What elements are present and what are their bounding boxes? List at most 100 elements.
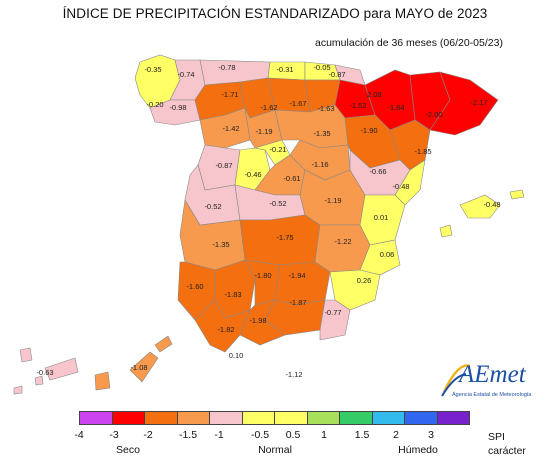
value-label: -0.52 xyxy=(269,199,286,208)
region-canary-hierro xyxy=(13,385,23,395)
legend-swatch xyxy=(437,412,469,424)
value-label: -1.62 xyxy=(260,103,277,112)
legend-tick: 2 xyxy=(393,429,399,441)
legend-tick: -2 xyxy=(143,429,153,441)
region-cadiz xyxy=(194,299,251,353)
region-soria xyxy=(274,104,349,149)
region-canary-west-1 xyxy=(19,347,33,363)
legend-swatch xyxy=(145,412,178,424)
region-canary-lanzarote xyxy=(154,335,173,353)
value-label: -0.63 xyxy=(36,368,53,377)
region-malaga xyxy=(239,299,286,346)
value-label: -1.90 xyxy=(360,126,377,135)
region-canary-gran-canaria xyxy=(94,371,111,391)
legend-tick: -1 xyxy=(214,429,224,441)
value-label: -2.17 xyxy=(470,98,487,107)
region-almeria xyxy=(319,299,351,341)
value-label: -1.42 xyxy=(222,124,239,133)
region-girona-barcelona xyxy=(429,71,499,136)
value-label: -0.21 xyxy=(269,145,286,154)
legend-tick: -0.5 xyxy=(250,429,270,441)
value-label: -1.22 xyxy=(334,237,351,246)
value-label: -1.16 xyxy=(311,160,328,169)
map-subtitle: acumulación de 36 meses (06/20-05/23) xyxy=(315,37,503,49)
value-label: -1.19 xyxy=(324,196,341,205)
value-label: -0.05 xyxy=(313,63,330,72)
value-label: -0.61 xyxy=(283,174,300,183)
region-sevilla xyxy=(214,259,256,319)
value-label: 0.06 xyxy=(380,250,395,259)
value-label: -0.66 xyxy=(369,167,386,176)
value-label: -1.60 xyxy=(186,282,203,291)
aemet-logo-subtitle: Agencia Estatal de Meteorología xyxy=(452,392,532,398)
value-label: -0.46 xyxy=(244,170,261,179)
value-label: -0.35 xyxy=(144,65,161,74)
legend-tick: 0.5 xyxy=(285,429,301,441)
value-label: -1.35 xyxy=(212,240,229,249)
value-label: -1.71 xyxy=(221,90,238,99)
legend-category-wet: Húmedo xyxy=(398,444,438,456)
value-label: -0.31 xyxy=(276,65,293,74)
aemet-logo-text: AEmet xyxy=(459,361,526,388)
legend-category-normal: Normal xyxy=(258,444,292,456)
region-canary-fuerteventura xyxy=(129,351,159,383)
legend-swatch xyxy=(405,412,438,424)
spain-spi-map: -0.35 -0.74 -0.78 -0.31 -0.05 -0.87 -0.2… xyxy=(13,54,525,395)
legend-swatch xyxy=(340,412,373,424)
legend-category-dry: Seco xyxy=(116,444,140,456)
legend-swatch xyxy=(372,412,405,424)
legend-tick: -3 xyxy=(109,429,119,441)
value-label: -2.00 xyxy=(425,110,442,119)
legend-tick: 1.5 xyxy=(354,429,370,441)
legend-unit-spi: SPI xyxy=(488,431,505,443)
value-label: -0.20 xyxy=(146,100,163,109)
value-label: -1.94 xyxy=(288,271,305,280)
legend-tick: 1 xyxy=(321,429,327,441)
region-canary-tenerife xyxy=(44,357,79,381)
aemet-logo xyxy=(441,364,471,397)
value-label: -1.82 xyxy=(217,325,234,334)
spi-values: -0.35 -0.74 -0.78 -0.31 -0.05 -0.87 -0.2… xyxy=(36,63,500,379)
value-label: -1.83 xyxy=(224,290,241,299)
legend-swatch xyxy=(242,412,275,424)
legend-unit-character: carácter xyxy=(488,445,526,457)
value-label: -0.77 xyxy=(324,308,341,317)
value-label: -0.78 xyxy=(218,63,235,72)
value-label: -1.19 xyxy=(255,127,272,136)
value-label: 0.01 xyxy=(374,213,389,222)
value-label: -1.08 xyxy=(130,363,147,372)
value-label: -1.98 xyxy=(249,316,266,325)
value-label: -1.80 xyxy=(254,271,271,280)
value-label: -0.48 xyxy=(392,182,409,191)
legend-swatch xyxy=(177,412,210,424)
value-label: -1.64 xyxy=(387,103,404,112)
legend-tick: -1.5 xyxy=(178,429,198,441)
value-label: 0.10 xyxy=(229,351,244,360)
legend-unit: SPI carácter xyxy=(488,430,526,458)
value-label: -1.12 xyxy=(285,370,302,379)
value-label: -0.98 xyxy=(169,103,186,112)
legend-swatch xyxy=(112,412,145,424)
value-label: -0.87 xyxy=(328,70,345,79)
value-label: -0.74 xyxy=(177,70,194,79)
value-label: -1.35 xyxy=(313,129,330,138)
region-canary-gomera xyxy=(34,375,44,386)
value-label: -1.67 xyxy=(289,99,306,108)
value-label: -1.63 xyxy=(317,104,334,113)
legend-tick: -4 xyxy=(74,429,84,441)
value-label: -1.85 xyxy=(414,147,431,156)
value-label: -0.52 xyxy=(204,202,221,211)
value-label: -2.08 xyxy=(364,90,381,99)
region-mallorca xyxy=(459,194,501,219)
value-label: -1.75 xyxy=(276,233,293,242)
region-alicante xyxy=(359,239,401,276)
legend-tick: 3 xyxy=(428,429,434,441)
value-label: -0.48 xyxy=(483,200,500,209)
map-title: ÍNDICE DE PRECIPITACIÓN ESTANDARIZADO pa… xyxy=(62,6,488,21)
value-label: -1.52 xyxy=(349,101,366,110)
value-label: -1.87 xyxy=(289,298,306,307)
value-label: -0.87 xyxy=(215,161,232,170)
value-label: 0.26 xyxy=(357,276,372,285)
legend-colorbar xyxy=(79,411,470,425)
